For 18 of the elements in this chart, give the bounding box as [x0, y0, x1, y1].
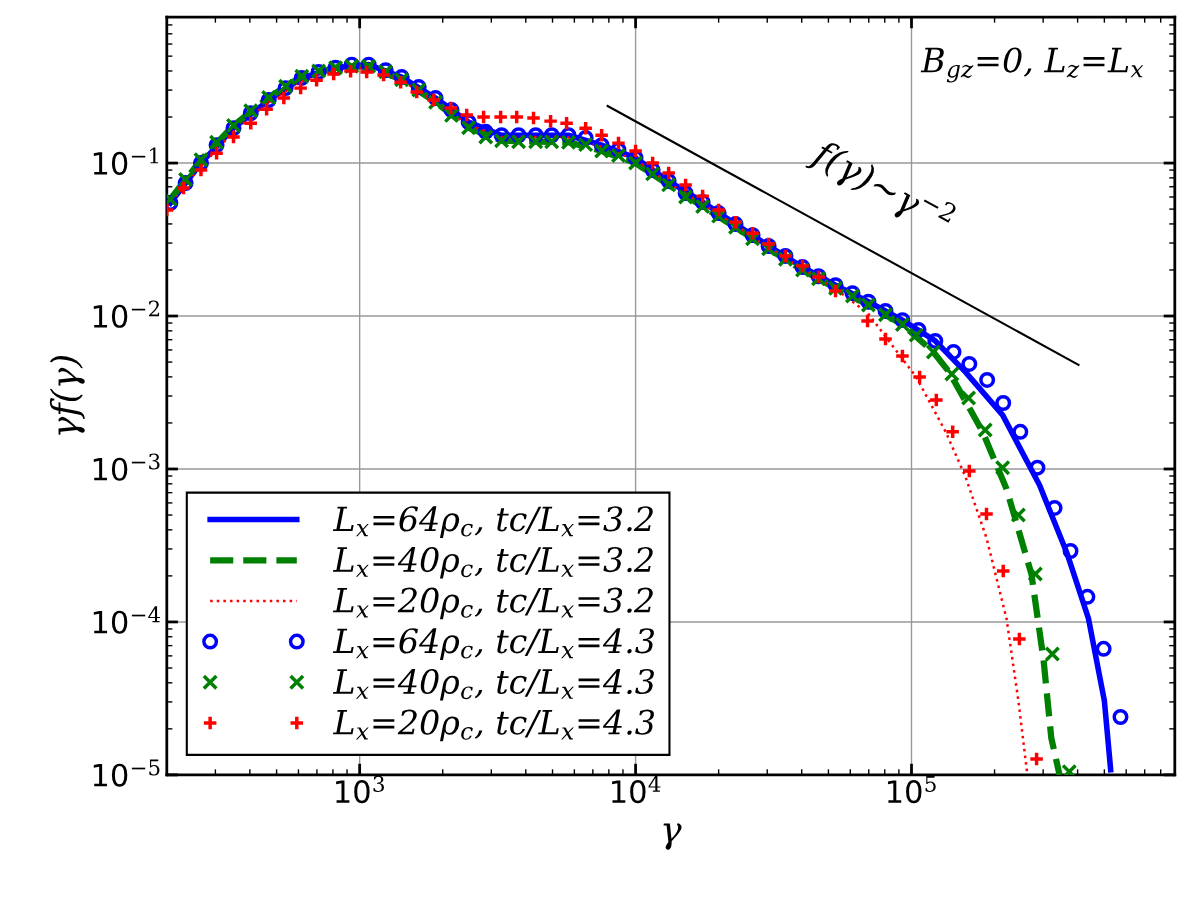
legend-label: L$_{x}$=40ρ$_{c}$, tc/L$_{x}$=3.2 [332, 546, 653, 579]
x-tick-label: 10$^{3}$ [336, 775, 384, 804]
legend-label: L$_{x}$=20ρ$_{c}$, tc/L$_{x}$=4.3 [332, 709, 654, 742]
y-axis-title: γf(γ) [49, 355, 85, 435]
y-tick-label: 10$^{−4}$ [93, 606, 161, 634]
x-tick-label: 10$^{4}$ [612, 775, 661, 804]
x-tick-label: 10$^{5}$ [887, 776, 936, 804]
annotation: B$_{gz}$=0, L$_{z}$=L$_{x}$ [920, 47, 1144, 83]
legend-label: L$_{x}$=40ρ$_{c}$, tc/L$_{x}$=4.3 [332, 668, 654, 701]
x-axis-title: γ [663, 823, 682, 850]
y-tick-label: 10$^{−1}$ [93, 147, 159, 175]
y-tick-label: 10$^{−3}$ [93, 453, 160, 481]
legend-label: L$_{x}$=64ρ$_{c}$, tc/L$_{x}$=3.2 [332, 506, 653, 538]
annotation: f(γ)∼γ$^{−2}$ [805, 132, 958, 241]
legend-label: L$_{x}$=20ρ$_{c}$, tc/L$_{x}$=3.2 [332, 587, 653, 620]
y-tick-label: 10$^{−5}$ [93, 759, 160, 787]
y-tick-label: 10$^{−2}$ [93, 300, 160, 328]
legend-label: L$_{x}$=64ρ$_{c}$, tc/L$_{x}$=4.3 [332, 628, 654, 660]
